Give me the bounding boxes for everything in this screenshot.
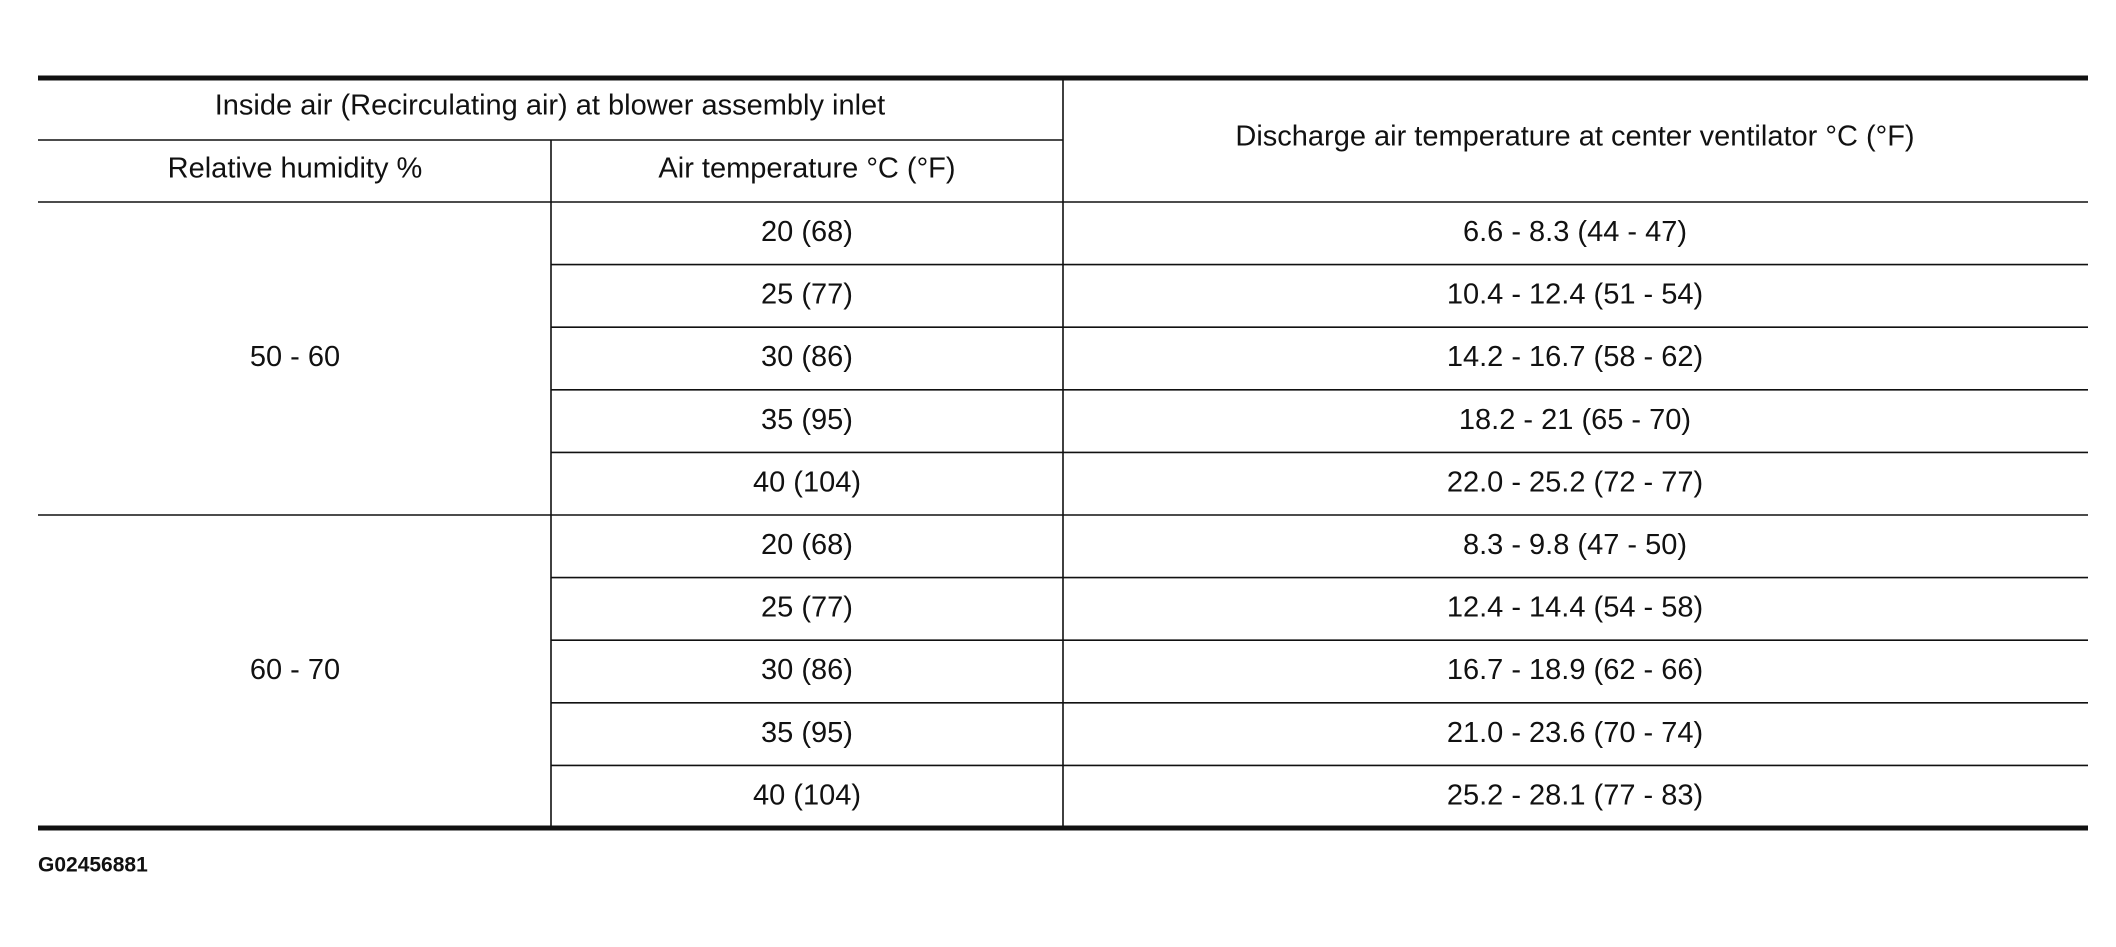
discharge-cell: 21.0 - 23.6 (70 - 74) [1447,717,1703,749]
discharge-cell: 25.2 - 28.1 (77 - 83) [1447,779,1703,811]
discharge-cell: 22.0 - 25.2 (72 - 77) [1447,466,1703,498]
header-cell: Air temperature °C (°F) [658,153,955,185]
air-temp-cell: 25 (77) [761,279,853,311]
discharge-cell: 16.7 - 18.9 (62 - 66) [1447,654,1703,686]
air-temp-cell: 25 (77) [761,592,853,624]
header-cell: Relative humidity % [168,153,423,185]
humidity-cell: 50 - 60 [250,341,340,373]
figure-id: G02456881 [38,854,148,877]
humidity-cell: 60 - 70 [250,654,340,686]
discharge-cell: 10.4 - 12.4 (51 - 54) [1447,279,1703,311]
air-temp-cell: 35 (95) [761,717,853,749]
air-temp-cell: 30 (86) [761,654,853,686]
discharge-cell: 8.3 - 9.8 (47 - 50) [1463,529,1687,561]
header-cell: Discharge air temperature at center vent… [1235,121,1914,153]
air-temp-cell: 20 (68) [761,216,853,248]
header-group: Inside air (Recirculating air) at blower… [215,90,885,122]
air-temp-cell: 40 (104) [753,779,861,811]
air-temp-cell: 20 (68) [761,529,853,561]
discharge-cell: 18.2 - 21 (65 - 70) [1459,404,1691,436]
discharge-cell: 12.4 - 14.4 (54 - 58) [1447,592,1703,624]
discharge-cell: 6.6 - 8.3 (44 - 47) [1463,216,1687,248]
discharge-cell: 14.2 - 16.7 (58 - 62) [1447,341,1703,373]
air-temp-cell: 35 (95) [761,404,853,436]
air-temp-cell: 30 (86) [761,341,853,373]
air-temp-cell: 40 (104) [753,466,861,498]
